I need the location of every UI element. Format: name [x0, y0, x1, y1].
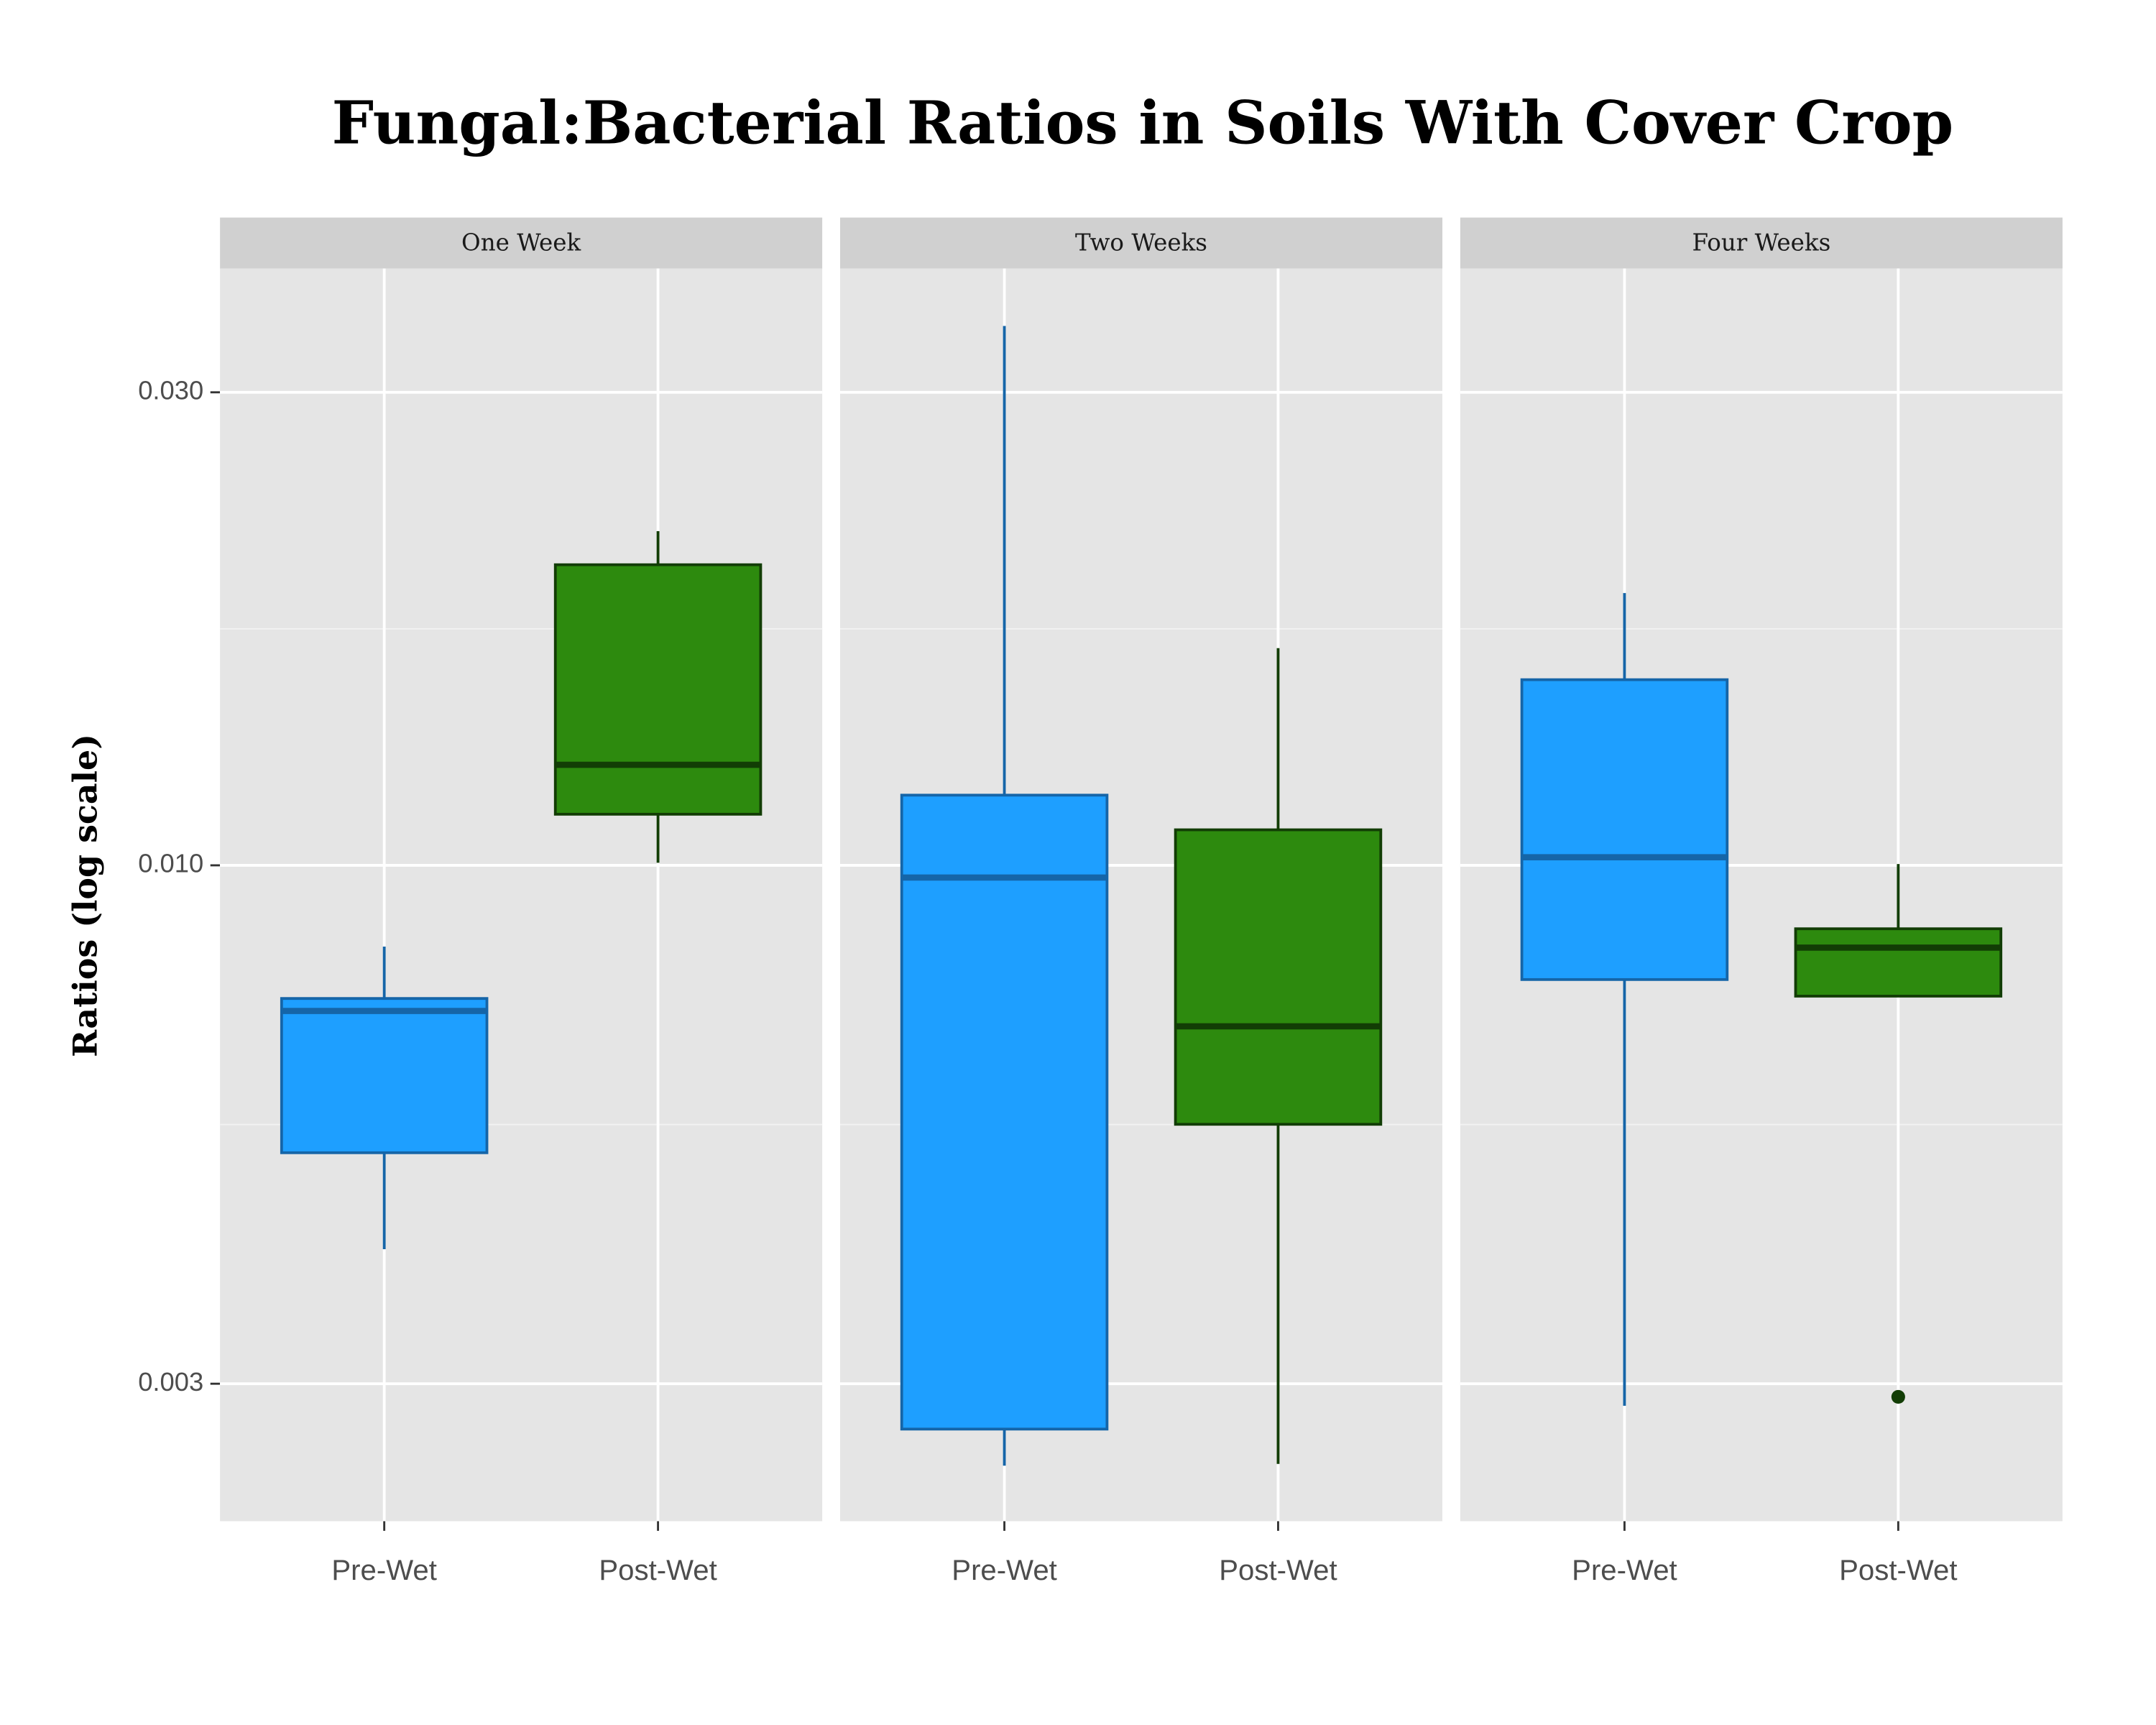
strip-background — [840, 217, 1443, 269]
box — [1794, 927, 2003, 998]
strip-background — [220, 217, 823, 269]
x-tick-label: Pre-Wet — [331, 1554, 437, 1586]
y-tick-label: 0.003 — [138, 1367, 203, 1397]
box — [1520, 678, 1729, 981]
box — [1174, 828, 1383, 1126]
x-tick-label: Post-Wet — [599, 1554, 717, 1586]
chart-title: Fungal:Bacterial Ratios in Soils With Co… — [332, 89, 1953, 158]
y-tick-label: 0.030 — [138, 375, 203, 405]
x-tick-label: Pre-Wet — [1572, 1554, 1677, 1586]
box — [553, 563, 763, 816]
x-tick-label: Post-Wet — [1839, 1554, 1957, 1586]
strip-label: One Week — [461, 229, 581, 256]
box — [900, 794, 1109, 1431]
strip-label: Four Weeks — [1692, 229, 1830, 256]
y-tick-label: 0.010 — [138, 849, 203, 878]
strip-background — [1460, 217, 2063, 269]
strip-label: Two Weeks — [1075, 229, 1207, 256]
box — [280, 997, 489, 1154]
panel-background — [220, 268, 823, 1522]
y-axis-label: Ratios (log scale) — [65, 734, 104, 1057]
x-tick-label: Pre-Wet — [952, 1554, 1057, 1586]
outlier — [1891, 1389, 1905, 1404]
x-tick-label: Post-Wet — [1219, 1554, 1337, 1586]
